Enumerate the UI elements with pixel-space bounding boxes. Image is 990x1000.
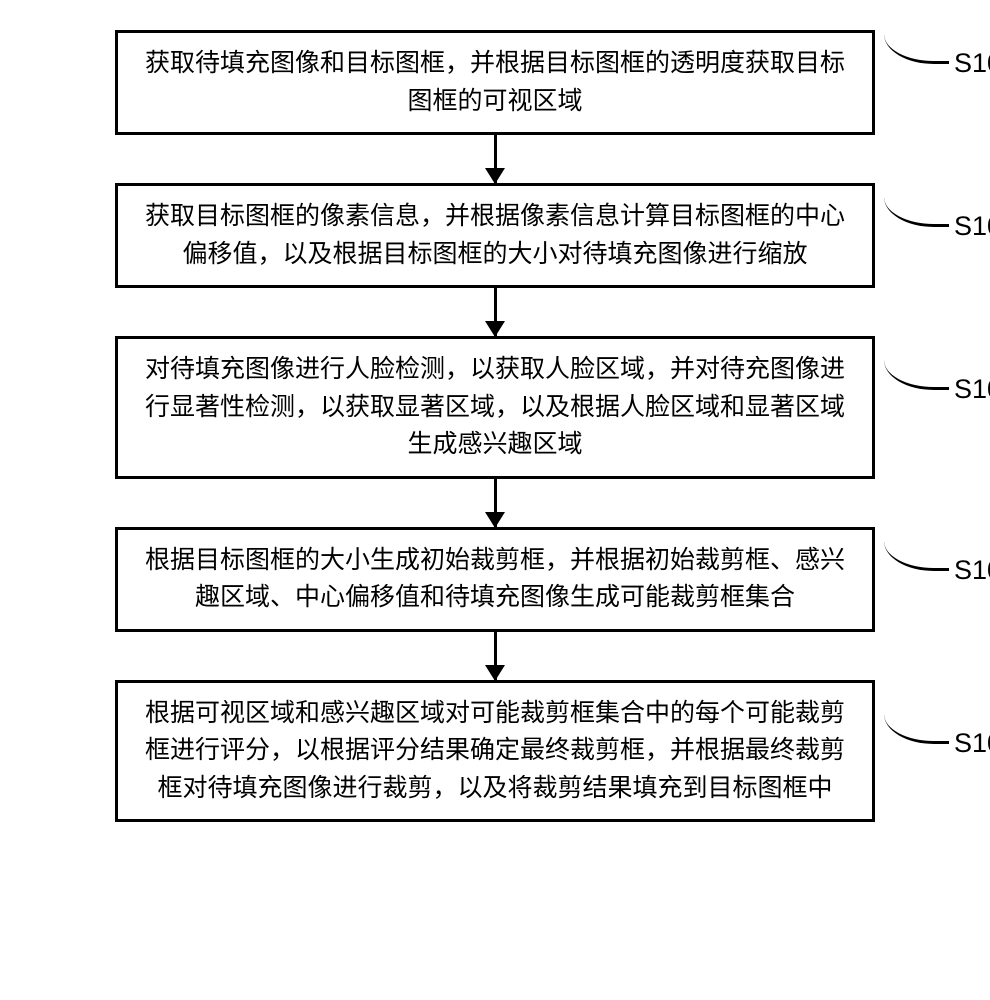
step-label-5: S105 xyxy=(884,723,990,764)
step-id: S105 xyxy=(954,723,990,764)
step-label-2: S102 xyxy=(884,206,990,247)
step-text: 获取待填充图像和目标图框，并根据目标图框的透明度获取目标图框的可视区域 xyxy=(145,49,845,115)
label-curve xyxy=(884,710,949,744)
arrow-head-icon xyxy=(485,665,505,681)
step-text: 对待填充图像进行人脸检测，以获取人脸区域，并对待充图像进行显著性检测，以获取显著… xyxy=(145,355,845,458)
label-curve xyxy=(884,537,949,571)
step-label-4: S104 xyxy=(884,550,990,591)
step-id: S103 xyxy=(954,369,990,410)
step-text: 根据可视区域和感兴趣区域对可能裁剪框集合中的每个可能裁剪框进行评分，以根据评分结… xyxy=(145,699,845,802)
step-box-5: 根据可视区域和感兴趣区域对可能裁剪框集合中的每个可能裁剪框进行评分，以根据评分结… xyxy=(115,680,875,823)
step-id: S104 xyxy=(954,550,990,591)
arrow-1 xyxy=(494,135,497,183)
step-label-1: S101 xyxy=(884,43,990,84)
arrow-2 xyxy=(494,288,497,336)
step-box-1: 获取待填充图像和目标图框，并根据目标图框的透明度获取目标图框的可视区域 S101 xyxy=(115,30,875,135)
step-label-3: S103 xyxy=(884,369,990,410)
arrow-head-icon xyxy=(485,512,505,528)
step-id: S101 xyxy=(954,43,990,84)
label-curve xyxy=(884,356,949,390)
step-box-3: 对待填充图像进行人脸检测，以获取人脸区域，并对待充图像进行显著性检测，以获取显著… xyxy=(115,336,875,479)
arrow-3 xyxy=(494,479,497,527)
arrow-4 xyxy=(494,632,497,680)
step-text: 获取目标图框的像素信息，并根据像素信息计算目标图框的中心偏移值，以及根据目标图框… xyxy=(145,202,845,268)
step-box-4: 根据目标图框的大小生成初始裁剪框，并根据初始裁剪框、感兴趣区域、中心偏移值和待填… xyxy=(115,527,875,632)
label-curve xyxy=(884,30,949,64)
flowchart-container: 获取待填充图像和目标图框，并根据目标图框的透明度获取目标图框的可视区域 S101… xyxy=(40,30,950,822)
label-curve xyxy=(884,193,949,227)
step-box-2: 获取目标图框的像素信息，并根据像素信息计算目标图框的中心偏移值，以及根据目标图框… xyxy=(115,183,875,288)
step-id: S102 xyxy=(954,206,990,247)
arrow-head-icon xyxy=(485,168,505,184)
step-text: 根据目标图框的大小生成初始裁剪框，并根据初始裁剪框、感兴趣区域、中心偏移值和待填… xyxy=(145,546,845,612)
arrow-head-icon xyxy=(485,321,505,337)
